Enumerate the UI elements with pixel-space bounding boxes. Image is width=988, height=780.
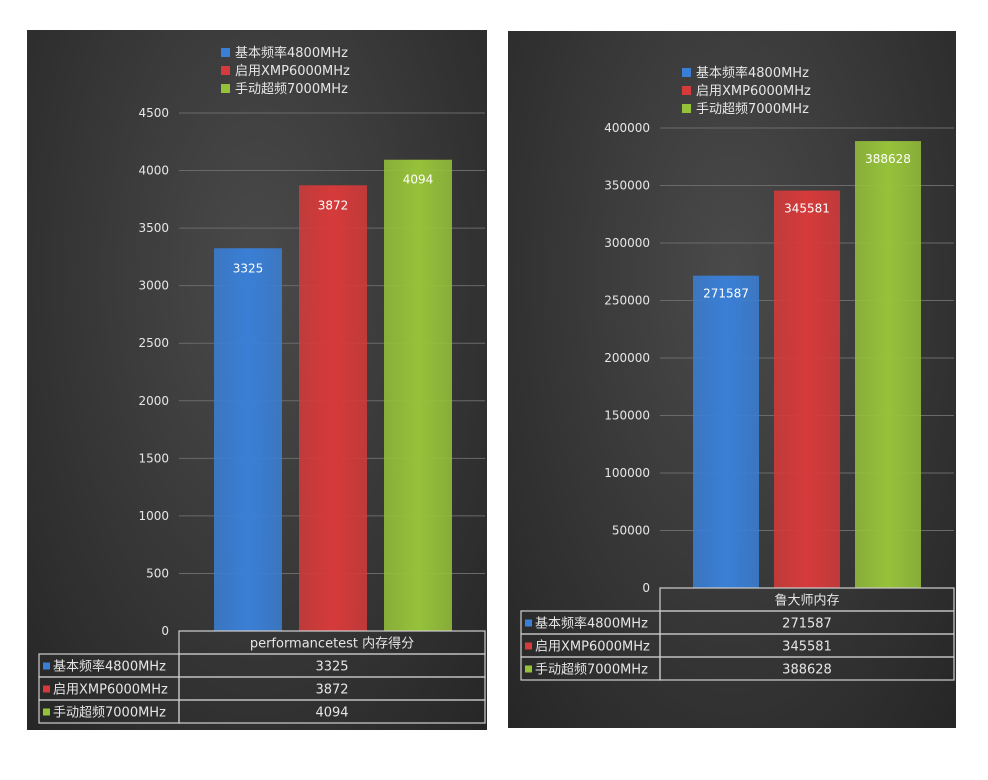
- y-tick-label: 100000: [604, 466, 650, 480]
- y-tick-label: 350000: [604, 179, 650, 193]
- legend-label: 启用XMP6000MHz: [235, 64, 350, 79]
- legend-swatch: [682, 68, 691, 77]
- y-tick-label: 4500: [138, 106, 169, 120]
- table-legend-swatch: [525, 642, 532, 650]
- y-tick-label: 4000: [138, 164, 169, 178]
- y-tick-label: 1000: [138, 509, 169, 523]
- y-tick-label: 250000: [604, 294, 650, 308]
- y-tick-label: 1500: [138, 451, 169, 465]
- performancetest-chart: 0 500 1000 1500 2000 2500 3000 3500 4000 4500 基本频率…: [38, 45, 486, 724]
- y-tick-label: 2000: [138, 394, 169, 408]
- table-category-label: performancetest 内存得分: [250, 636, 414, 652]
- y-tick-label: 400000: [604, 121, 650, 135]
- y-tick-label: 500: [146, 566, 169, 580]
- table-legend-swatch: [43, 685, 50, 693]
- legend-label: 基本频率4800MHz: [696, 65, 809, 81]
- bar-data-label: 388628: [865, 152, 911, 166]
- legend-swatch: [221, 48, 230, 57]
- y-tick-label: 3500: [138, 221, 169, 235]
- chart-panel-ludashi: 0 50000 100000 150000 200000 250000 300000 3500…: [508, 31, 956, 728]
- table-legend-swatch: [525, 665, 532, 673]
- y-tick-label: 0: [161, 624, 169, 638]
- table-legend-swatch: [525, 619, 532, 627]
- bar-data-label: 271587: [703, 287, 749, 301]
- table-legend-swatch: [43, 708, 50, 716]
- table-series-label: 基本频率4800MHz: [535, 616, 648, 632]
- table-value: 388628: [782, 663, 832, 678]
- bar-data-label: 4094: [403, 173, 434, 187]
- table-value-cell: [659, 656, 955, 681]
- bar-2: [299, 185, 367, 631]
- table-value: 4094: [315, 706, 348, 721]
- table-category-label: 鲁大师内存: [774, 593, 839, 609]
- legend-swatch: [221, 66, 230, 75]
- table-value: 3872: [315, 683, 348, 698]
- y-tick-label: 300000: [604, 236, 650, 250]
- legend-swatch: [682, 86, 691, 95]
- table-series-label: 基本频率4800MHz: [53, 659, 166, 675]
- legend-label: 启用XMP6000MHz: [696, 84, 811, 99]
- y-tick-label: 200000: [604, 351, 650, 365]
- legend-swatch: [682, 104, 691, 113]
- ludashi-chart: 0 50000 100000 150000 200000 250000 300000 3500…: [520, 65, 955, 681]
- table-series-label: 启用XMP6000MHz: [53, 683, 168, 698]
- y-tick-label: 50000: [612, 524, 650, 538]
- bar-data-label: 3872: [318, 198, 349, 212]
- table-value: 271587: [782, 617, 832, 632]
- y-tick-label: 2500: [138, 336, 169, 350]
- table-value: 3325: [315, 660, 348, 675]
- legend-label: 手动超频7000MHz: [235, 82, 348, 97]
- table-series-label: 启用XMP6000MHz: [535, 640, 650, 655]
- bar-data-label: 3325: [233, 261, 264, 275]
- legend-swatch: [221, 84, 230, 93]
- table-value-cell: [178, 699, 486, 724]
- y-tick-label: 150000: [604, 409, 650, 423]
- table-series-label: 手动超频7000MHz: [535, 663, 648, 678]
- bar-1: [693, 275, 759, 588]
- chart-panel-performancetest: 0 500 1000 1500 2000 2500 3000 3500 4000 4500 基本频率…: [27, 30, 487, 730]
- table-legend-swatch: [43, 662, 50, 670]
- table-value: 345581: [782, 640, 832, 655]
- bar-3: [855, 141, 921, 588]
- legend-label: 基本频率4800MHz: [235, 45, 348, 61]
- y-tick-label: 3000: [138, 279, 169, 293]
- bar-data-label: 345581: [784, 202, 830, 216]
- table-series-label: 手动超频7000MHz: [53, 706, 166, 721]
- y-tick-label: 0: [642, 581, 650, 595]
- bar-1: [214, 248, 282, 631]
- bar-2: [774, 190, 840, 588]
- legend-label: 手动超频7000MHz: [696, 102, 809, 117]
- bar-3: [384, 159, 452, 631]
